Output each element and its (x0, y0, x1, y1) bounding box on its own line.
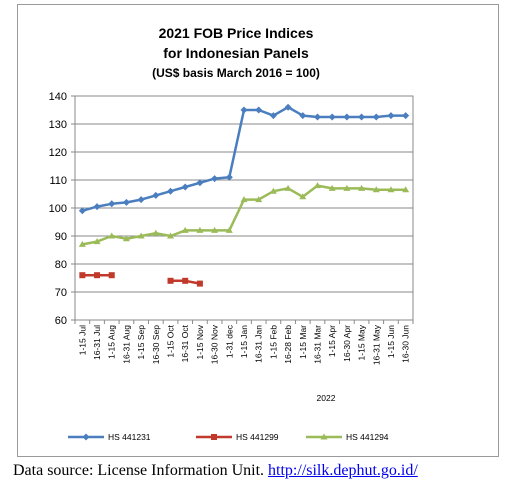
data-point (94, 272, 101, 279)
x-tick-label: 16-30 Jun (401, 325, 411, 363)
data-point (167, 277, 174, 284)
data-point (79, 272, 86, 279)
data-point (402, 186, 410, 193)
data-point (284, 184, 292, 191)
data-point (255, 106, 263, 114)
data-point (240, 196, 248, 203)
data-point (320, 433, 328, 440)
data-point (313, 113, 321, 121)
data-point (122, 235, 130, 242)
data-point (299, 112, 307, 120)
x-tick-label: 1-15 Oct (166, 324, 176, 357)
x-tick-label: 16-31 Jan (254, 325, 264, 363)
data-point (181, 226, 189, 233)
x-tick-label: 1-15 Mar (298, 325, 308, 359)
data-point (108, 272, 115, 279)
data-point (108, 200, 116, 208)
data-point (372, 113, 380, 121)
data-point (152, 191, 160, 199)
data-point (343, 113, 351, 121)
x-tick-label: 16-31 Jul (92, 325, 102, 360)
chart-title-line: 2021 FOB Price Indices (159, 25, 314, 41)
data-point (372, 186, 380, 193)
x-tick-label: 16-28 Feb (283, 325, 293, 364)
chart-title-line: for Indonesian Panels (163, 45, 309, 61)
data-point (284, 103, 292, 111)
data-point (387, 186, 395, 193)
x-tick-label: 16-30 Nov (210, 324, 220, 364)
chart-title-line: (US$ basis March 2016 = 100) (152, 66, 320, 80)
y-tick-label: 120 (49, 147, 67, 159)
data-point (137, 196, 145, 204)
data-point (108, 232, 116, 239)
x-tick-label: 1-15 Sep (136, 325, 146, 360)
data-point (167, 187, 175, 195)
data-point (313, 182, 321, 189)
data-point (78, 240, 86, 247)
data-point (196, 226, 204, 233)
data-source-line: Data source: License Information Unit. h… (13, 462, 418, 480)
x-tick-label: 1-15 Jul (77, 325, 87, 355)
data-point (122, 198, 130, 206)
data-point (358, 113, 366, 121)
data-point (225, 173, 233, 181)
data-point (211, 434, 217, 440)
x-tick-label: 16-31 Aug (121, 325, 131, 364)
y-tick-label: 110 (49, 175, 67, 187)
data-point (343, 184, 351, 191)
y-tick-label: 140 (49, 91, 67, 103)
y-tick-label: 100 (49, 203, 67, 215)
data-source-text: Data source: License Information Unit. (13, 462, 269, 479)
x-tick-label: 1-15 Apr (327, 325, 337, 357)
x-group-label: 2022 (317, 393, 336, 403)
data-point (167, 232, 175, 239)
x-tick-label: 16-31 May (371, 324, 381, 365)
data-point (211, 175, 219, 183)
x-tick-label: 16-30 Sep (151, 325, 161, 364)
data-point (196, 280, 203, 287)
x-tick-label: 16-31 Mar (312, 325, 322, 364)
data-point (196, 179, 204, 187)
x-tick-label: 1-15 Aug (107, 325, 117, 359)
data-point (328, 113, 336, 121)
data-point (328, 184, 336, 191)
y-tick-label: 130 (49, 119, 67, 131)
x-tick-label: 1-15 Jan (239, 325, 249, 358)
y-tick-label: 60 (55, 315, 67, 327)
data-point (269, 187, 277, 194)
data-point (255, 196, 263, 203)
legend-label: HS 441294 (346, 432, 389, 442)
x-tick-label: 16-31 Oct (180, 324, 190, 362)
data-point (225, 226, 233, 233)
x-tick-label: 1-15 Nov (195, 324, 205, 359)
data-point (269, 112, 277, 120)
data-point (152, 229, 160, 236)
data-point (402, 112, 410, 120)
x-tick-label: 1-15 Jun (386, 325, 396, 358)
data-point (82, 433, 90, 441)
data-point (240, 106, 248, 114)
y-tick-label: 70 (55, 287, 67, 299)
data-point (299, 193, 307, 200)
data-point (387, 112, 395, 120)
data-point (78, 207, 86, 215)
x-tick-label: 1-15 Feb (268, 325, 278, 359)
chart-svg: 2021 FOB Price Indices for Indonesian Pan… (49, 25, 414, 442)
x-tick-label: 1-31 dec (224, 324, 234, 358)
data-point (137, 232, 145, 239)
data-source-link[interactable]: http://silk.dephut.go.id/ (268, 462, 418, 479)
y-tick-label: 80 (55, 259, 67, 271)
data-point (211, 226, 219, 233)
x-tick-label: 1-15 May (357, 324, 367, 360)
data-point (182, 277, 189, 284)
data-point (358, 184, 366, 191)
data-point (93, 238, 101, 245)
data-point (93, 203, 101, 211)
y-tick-label: 90 (55, 231, 67, 243)
legend-label: HS 441299 (236, 432, 279, 442)
legend-label: HS 441231 (108, 432, 151, 442)
data-point (181, 183, 189, 191)
x-tick-label: 16-30 Apr (342, 325, 352, 362)
